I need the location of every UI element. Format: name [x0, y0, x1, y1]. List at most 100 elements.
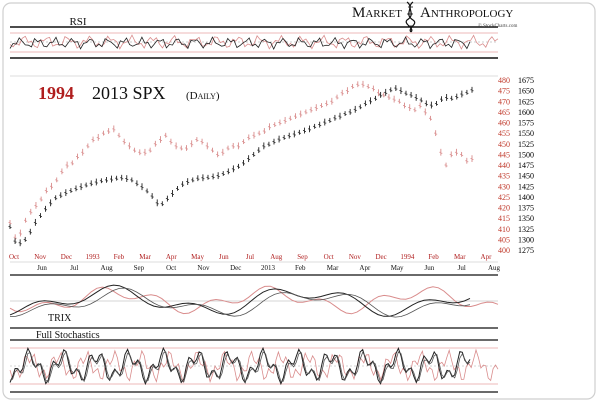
price-bar-1994 [164, 132, 168, 138]
price-bar-1994 [8, 219, 12, 225]
x-tick-1994: Jun [219, 253, 229, 261]
price-bar-1994 [195, 137, 199, 142]
price-bar-2013 [424, 100, 428, 107]
price-bar-2013 [440, 96, 444, 103]
tick-label-1994: 460 [498, 119, 510, 128]
price-bar-2013 [130, 177, 134, 183]
tick-label-2013: 1300 [518, 235, 534, 244]
x-tick-1994: 1994 [400, 253, 415, 261]
price-bar-1994 [273, 122, 277, 128]
price-bar-1994 [65, 161, 69, 169]
price-bar-1994 [29, 208, 33, 215]
tick-label-1994: 425 [498, 193, 510, 202]
price-bar-2013 [176, 185, 180, 191]
stochastics-label: Full Stochastics [36, 330, 100, 341]
price-bar-1994 [392, 95, 396, 103]
price-bar-2013 [160, 201, 164, 207]
x-tick-1994: Dec [375, 253, 386, 261]
price-bar-1994 [122, 138, 126, 145]
dna-helix-icon [405, 1, 416, 33]
price-bar-1994 [403, 102, 407, 109]
price-bar-1994 [283, 116, 287, 124]
price-bar-2013 [206, 174, 210, 180]
price-bar-1994 [190, 140, 194, 148]
price-bar-1994 [231, 142, 235, 149]
price-bar-2013 [313, 123, 317, 129]
x-tick-1994: May [191, 253, 204, 261]
price-bar-2013 [465, 89, 469, 95]
tick-label-1994: 465 [498, 108, 510, 117]
price-bar-2013 [201, 174, 205, 182]
price-bar-2013 [252, 151, 256, 157]
price-bar-2013 [99, 178, 103, 184]
price-bar-2013 [115, 175, 119, 181]
price-bar-2013 [145, 188, 149, 194]
price-bar-2013 [18, 239, 22, 247]
price-bar-2013 [297, 129, 301, 135]
trix-panel: TRIX [9, 274, 499, 329]
rsi-panel: RSI [9, 16, 499, 59]
price-bar-1994 [179, 145, 183, 151]
price-bar-1994 [262, 128, 266, 134]
price-bar-1994 [24, 217, 28, 223]
tick-label-1994: 475 [498, 87, 510, 96]
price-bar-2013 [399, 87, 403, 95]
price-bar-1994 [112, 125, 116, 133]
price-bar-1994 [169, 138, 173, 145]
price-bar-2013 [110, 175, 114, 183]
price-bar-1994 [340, 89, 344, 96]
x-tick-2013: Jun [37, 264, 47, 272]
price-bar-1994 [454, 148, 458, 156]
tick-label-2013: 1425 [518, 182, 534, 191]
price-bar-2013 [389, 87, 393, 93]
price-bar-2013 [64, 189, 68, 197]
x-tick-2013: 2013 [261, 264, 276, 272]
x-tick-2013: Oct [166, 264, 176, 272]
price-bar-2013 [181, 181, 185, 188]
series-2013-bars [8, 85, 474, 247]
price-bar-2013 [368, 97, 372, 105]
price-bar-1994 [101, 130, 105, 136]
price-bar-2013 [302, 127, 306, 134]
price-bar-1994 [226, 145, 230, 151]
x-tick-1994: Aug [270, 253, 283, 261]
x-tick-1994: Nov [34, 253, 47, 261]
tick-label-2013: 1500 [518, 150, 534, 159]
x-tick-2013: May [391, 264, 404, 272]
tick-label-2013: 1400 [518, 193, 534, 202]
x-tick-1994: Nov [349, 253, 362, 261]
price-bar-1994 [86, 143, 90, 149]
price-bar-2013 [54, 195, 58, 201]
price-bar-2013 [150, 193, 154, 199]
stochastics-panel: Full Stochastics [9, 330, 499, 393]
price-bar-2013 [38, 213, 42, 218]
price-bar-2013 [170, 190, 174, 197]
price-bar-2013 [236, 163, 240, 169]
price-bar-1994 [117, 132, 121, 138]
price-bar-1994 [221, 148, 225, 156]
price-bar-1994 [96, 133, 100, 141]
price-bar-1994 [439, 148, 443, 156]
price-bar-1994 [335, 94, 339, 100]
price-bar-1994 [153, 140, 157, 147]
price-bar-2013 [338, 112, 342, 120]
price-bar-2013 [282, 134, 286, 140]
price-bar-1994 [304, 109, 308, 115]
price-bar-1994 [325, 100, 329, 107]
price-bar-2013 [470, 86, 474, 93]
title-daily: (Daily) [186, 90, 220, 102]
source-credit: © StockCharts.com [478, 23, 517, 29]
price-bar-2013 [328, 117, 332, 123]
price-bar-1994 [397, 98, 401, 104]
price-bar-2013 [140, 183, 144, 191]
x-axis-2013-labels: Jun Jul Aug Sep Oct Nov Dec 2013 Feb Mar Apr May Jun… [37, 264, 500, 272]
price-bar-2013 [257, 147, 261, 154]
price-bar-2013 [231, 165, 235, 173]
tick-label-1994: 470 [498, 97, 510, 106]
price-bar-2013 [374, 95, 378, 101]
price-bar-1994 [387, 94, 391, 100]
price-bar-2013 [445, 94, 449, 101]
price-bar-2013 [414, 94, 418, 101]
logo-word-market: Market [352, 5, 402, 21]
